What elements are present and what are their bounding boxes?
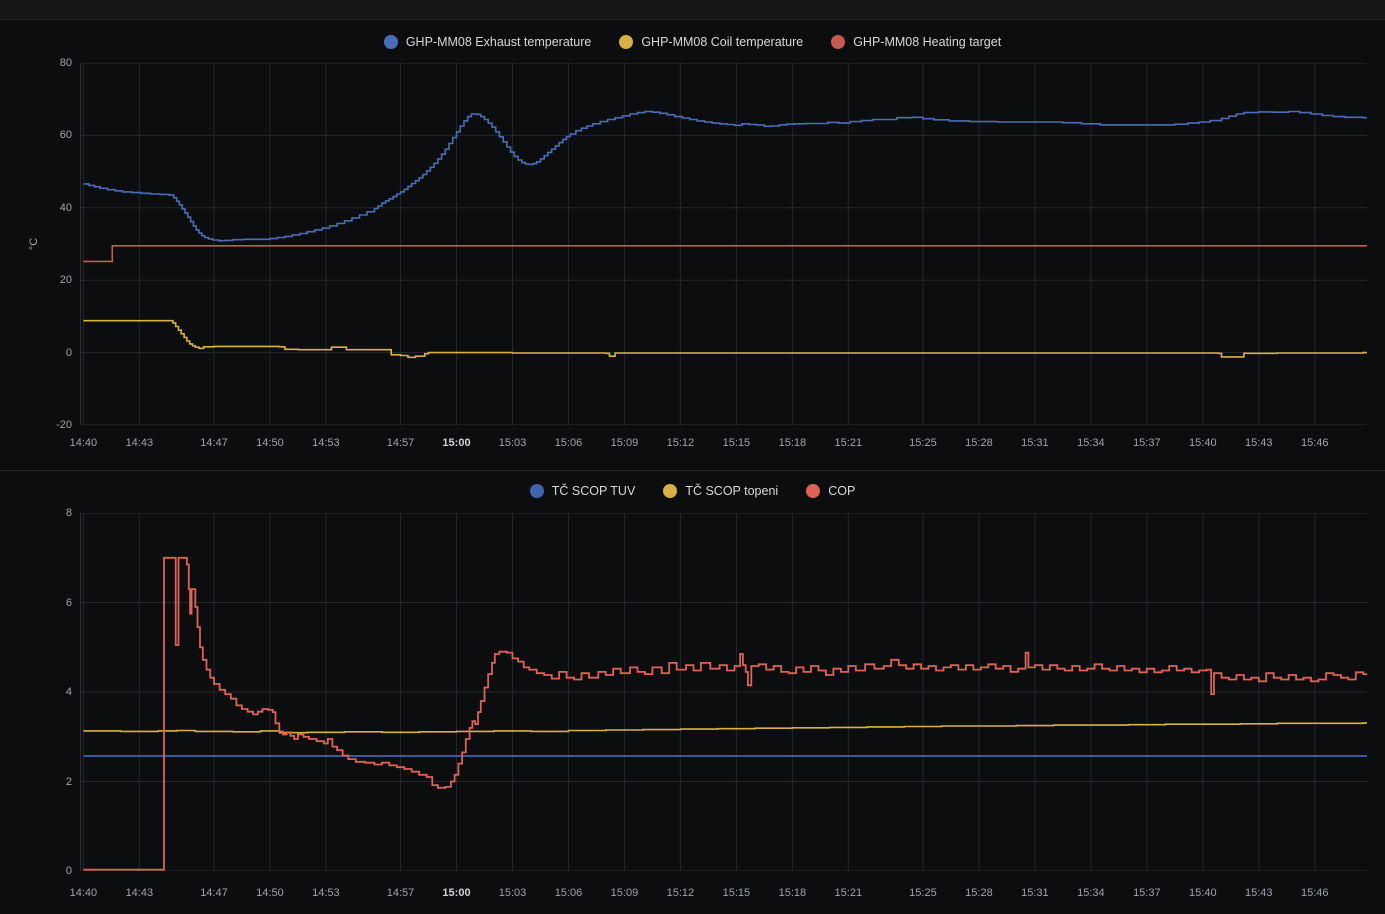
legend-temperature-panel: GHP-MM08 Exhaust temperature GHP-MM08 Coi… [0, 31, 1385, 53]
top-chrome-bar [0, 0, 1385, 20]
x-tick-label: 15:06 [554, 437, 583, 449]
series-color-marker-icon [619, 35, 634, 49]
x-tick-label: 15:18 [778, 437, 807, 449]
y-axis-unit-label: °C [28, 237, 40, 251]
y-tick-label: 40 [59, 201, 72, 214]
x-tick-label: 15:03 [498, 437, 527, 449]
legend-item[interactable]: TČ SCOP TUV [529, 484, 636, 498]
x-tick-label: 15:15 [722, 437, 751, 449]
legend-item[interactable]: COP [806, 484, 855, 498]
x-tick-label: 14:53 [312, 887, 340, 899]
series-color-marker-icon [663, 484, 678, 498]
series-color-marker-icon [806, 484, 821, 498]
temperature-chart-canvas[interactable] [80, 63, 1367, 425]
x-tick-label: 15:21 [834, 887, 863, 899]
x-tick-label: 15:09 [610, 887, 639, 899]
legend-item[interactable]: GHP-MM08 Exhaust temperature [383, 35, 592, 49]
x-tick-label: 15:43 [1245, 887, 1273, 899]
legend-series-label: COP [828, 484, 856, 498]
x-tick-label: 14:57 [386, 887, 415, 899]
scop-chart-canvas[interactable] [80, 513, 1367, 871]
series-line-ghp-mm08-coil-temperature [83, 319, 1367, 359]
x-tick-label: 14:43 [125, 887, 154, 899]
x-tick-label: 15:09 [610, 437, 639, 449]
x-tick-label: 15:40 [1189, 437, 1217, 449]
y-tick-label: 0 [65, 865, 72, 877]
x-tick-label: 15:15 [722, 887, 751, 899]
x-tick-label: 14:43 [125, 437, 154, 449]
legend-scop-panel: TČ SCOP TUV TČ SCOP topeni COP [0, 480, 1385, 502]
x-tick-label: 15:40 [1189, 887, 1217, 899]
x-tick-label: 15:00 [442, 887, 471, 899]
y-tick-label: 80 [59, 57, 72, 69]
x-tick-label: 15:06 [554, 887, 583, 899]
series-line-ghp-mm08-exhaust-temperature [83, 110, 1367, 242]
x-tick-label: 15:28 [965, 437, 993, 449]
y-tick-label: 8 [65, 507, 72, 519]
y-tick-label: 0 [65, 346, 72, 359]
x-tick-label: 14:50 [256, 437, 284, 449]
x-tick-label: 15:25 [909, 437, 937, 449]
legend-series-label: GHP-MM08 Heating target [853, 35, 1002, 49]
legend-series-label: TČ SCOP TUV [551, 484, 636, 498]
x-tick-label: 15:37 [1133, 887, 1161, 899]
x-tick-label: 15:18 [778, 887, 807, 899]
x-tick-label: 15:28 [965, 887, 993, 899]
x-tick-label: 14:50 [256, 887, 284, 899]
legend-series-label: GHP-MM08 Coil temperature [641, 35, 804, 49]
x-tick-label: 15:31 [1021, 437, 1049, 449]
legend-series-label: GHP-MM08 Exhaust temperature [405, 35, 592, 49]
y-tick-label: -20 [56, 419, 72, 431]
x-tick-label: 14:57 [386, 437, 415, 449]
x-tick-label: 14:53 [312, 437, 340, 449]
panel-divider [0, 470, 1385, 471]
x-tick-label: 15:46 [1300, 887, 1329, 899]
y-tick-label: 4 [65, 686, 72, 698]
x-tick-label: 14:47 [200, 887, 228, 899]
x-tick-label: 15:21 [834, 437, 863, 449]
x-tick-label: 14:40 [69, 887, 98, 899]
x-tick-label: 15:34 [1077, 437, 1105, 449]
y-tick-label: 20 [59, 274, 72, 287]
series-line-cop [83, 556, 1367, 871]
x-tick-label: 15:37 [1133, 437, 1161, 449]
y-tick-label: 60 [59, 129, 72, 142]
x-tick-label: 15:31 [1021, 887, 1049, 899]
x-tick-label: 15:46 [1300, 437, 1329, 449]
y-tick-label: 2 [65, 775, 72, 788]
x-tick-label: 15:12 [666, 887, 695, 899]
legend-item[interactable]: TČ SCOP topeni [663, 484, 778, 498]
x-tick-label: 15:43 [1245, 437, 1273, 449]
x-tick-label: 14:47 [200, 437, 228, 449]
series-line-ghp-mm08-heating-target [83, 245, 1367, 263]
series-color-marker-icon [383, 35, 398, 49]
x-tick-label: 15:34 [1077, 887, 1105, 899]
series-color-marker-icon [831, 35, 846, 49]
y-tick-label: 6 [65, 596, 72, 609]
x-tick-label: 15:25 [909, 887, 937, 899]
x-tick-label: 15:03 [498, 887, 527, 899]
x-tick-label: 14:40 [69, 437, 98, 449]
legend-series-label: TČ SCOP topeni [685, 484, 779, 498]
x-tick-label: 15:12 [666, 437, 695, 449]
legend-item[interactable]: GHP-MM08 Heating target [831, 35, 1001, 49]
legend-item[interactable]: GHP-MM08 Coil temperature [619, 35, 803, 49]
x-tick-label: 15:00 [442, 437, 471, 449]
series-line-t-scop-topeni [83, 722, 1367, 734]
series-color-marker-icon [529, 484, 544, 498]
